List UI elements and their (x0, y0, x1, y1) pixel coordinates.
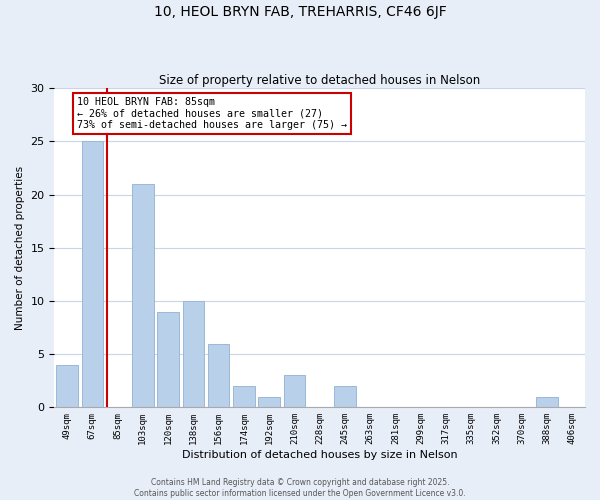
Text: Contains HM Land Registry data © Crown copyright and database right 2025.
Contai: Contains HM Land Registry data © Crown c… (134, 478, 466, 498)
Bar (132, 184, 154, 408)
Text: 10 HEOL BRYN FAB: 85sqm
← 26% of detached houses are smaller (27)
73% of semi-de: 10 HEOL BRYN FAB: 85sqm ← 26% of detache… (77, 96, 347, 130)
X-axis label: Distribution of detached houses by size in Nelson: Distribution of detached houses by size … (182, 450, 458, 460)
Text: 10, HEOL BRYN FAB, TREHARRIS, CF46 6JF: 10, HEOL BRYN FAB, TREHARRIS, CF46 6JF (154, 5, 446, 19)
Bar (208, 344, 229, 407)
Bar (284, 376, 305, 408)
Title: Size of property relative to detached houses in Nelson: Size of property relative to detached ho… (159, 74, 481, 87)
Bar (334, 386, 356, 407)
Y-axis label: Number of detached properties: Number of detached properties (15, 166, 25, 330)
Bar (259, 396, 280, 407)
Bar (82, 142, 103, 408)
Bar (157, 312, 179, 408)
Bar (56, 365, 78, 408)
Bar (182, 301, 204, 408)
Bar (233, 386, 254, 407)
Bar (536, 396, 558, 407)
